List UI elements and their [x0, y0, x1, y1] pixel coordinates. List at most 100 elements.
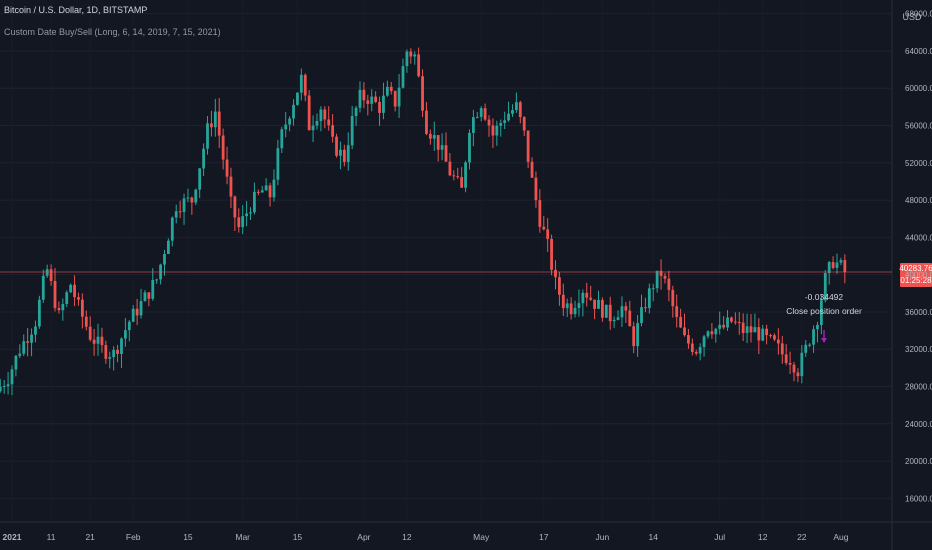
candle-body [561, 294, 565, 309]
candle-body [608, 304, 612, 322]
candle-body [694, 352, 698, 354]
candle-body [737, 322, 741, 324]
candle-body [155, 279, 159, 281]
time-tick-label: Aug [833, 532, 848, 542]
candle-body [151, 279, 155, 299]
candle-body [26, 341, 30, 343]
candle-body [45, 269, 49, 276]
candle-body [296, 92, 299, 105]
candle-body [331, 125, 335, 137]
candle-body [264, 185, 268, 191]
candle-body [604, 304, 608, 318]
candle-body [507, 113, 510, 121]
price-tick-label: 64000.00 [905, 47, 932, 56]
time-tick-label: 12 [402, 532, 412, 542]
price-tick-label: 36000.00 [905, 308, 932, 317]
candle-body [311, 125, 315, 131]
candle-body [526, 130, 530, 162]
candle-body [702, 336, 706, 348]
candle-body [69, 284, 73, 293]
candle-body [569, 303, 573, 315]
candle-body [522, 117, 526, 131]
candle-body [487, 119, 491, 126]
candle-body [319, 109, 323, 122]
candle-body [57, 308, 61, 311]
candle-body [597, 299, 600, 309]
candle-body [804, 344, 808, 353]
price-axis[interactable]: 16000.00 20000.00 24000.00 28000.00 32000.00… [905, 10, 932, 504]
candle-body [765, 328, 769, 336]
candle-body [812, 329, 815, 345]
candle-body [464, 162, 467, 188]
candle-body [135, 308, 139, 316]
candle-body [323, 109, 327, 120]
candle-body [468, 132, 471, 163]
candle-body [210, 123, 213, 128]
candle-body [194, 189, 198, 203]
candle-body [378, 101, 381, 113]
candle-body [698, 347, 702, 354]
candle-body [96, 336, 100, 344]
price-tick-label: 44000.00 [905, 233, 932, 242]
candle-body [104, 345, 108, 359]
candle-body [644, 307, 647, 309]
candle-body [53, 280, 57, 309]
candle-body [636, 323, 639, 347]
candle-body [831, 262, 835, 268]
candle-body [350, 115, 354, 146]
candle-body [315, 121, 319, 126]
candle-body [88, 326, 92, 340]
candle-body [73, 284, 76, 298]
candle-body [792, 364, 796, 373]
candle-body [292, 104, 295, 119]
candle-body [268, 185, 272, 198]
candle-body [213, 111, 217, 128]
candle-body [405, 51, 409, 67]
candle-body [601, 299, 604, 318]
candle-body [374, 96, 378, 102]
candle-body [585, 292, 589, 298]
candle-body [690, 343, 694, 353]
time-tick-label: 15 [183, 532, 193, 542]
price-tick-label: 60000.00 [905, 84, 932, 93]
candle-body [253, 191, 256, 213]
candle-body [362, 89, 366, 101]
candle-body [667, 278, 671, 290]
time-axis[interactable]: 2021 11 21 Feb 15 Mar 15 Apr 12 May 17 Jun 14 Jul 12 22… [3, 532, 849, 542]
candle-body [460, 177, 464, 188]
candle-body [843, 260, 847, 273]
time-tick-label: 11 [47, 532, 56, 542]
indicator-legend[interactable]: Custom Date Buy/Sell (Long, 6, 14, 2019,… [4, 27, 221, 37]
candle-body [503, 120, 507, 124]
candle-body [483, 108, 487, 120]
candle-body [440, 145, 444, 150]
candle-body [573, 307, 577, 315]
candle-body [577, 303, 581, 308]
time-tick-label: 15 [293, 532, 303, 542]
candle-body [303, 74, 307, 96]
candle-body [112, 349, 116, 358]
candle-body [14, 355, 18, 370]
candle-body [299, 74, 303, 93]
symbol-title[interactable]: Bitcoin / U.S. Dollar, 1D, BITSTAMP [4, 5, 148, 15]
price-tick-label: 20000.00 [905, 457, 932, 466]
candlestick-series [0, 47, 847, 396]
chart-overlay: 40283.76 01:25:28 -0.034492 Close position … [0, 263, 932, 343]
candle-body [284, 124, 288, 130]
candle-body [190, 197, 194, 203]
countdown-timer: 01:25:28 [900, 276, 932, 285]
candle-body [198, 168, 202, 190]
candle-body [370, 96, 374, 104]
candle-body [448, 161, 452, 176]
currency-label: USD [902, 12, 922, 22]
candle-body [84, 316, 88, 327]
candle-body [217, 111, 221, 136]
candle-body [233, 196, 237, 218]
candle-body [452, 175, 456, 177]
candle-body [612, 319, 616, 322]
candle-body [749, 326, 753, 333]
candle-body [745, 326, 749, 334]
candle-body [538, 200, 542, 227]
candle-body [671, 289, 675, 307]
